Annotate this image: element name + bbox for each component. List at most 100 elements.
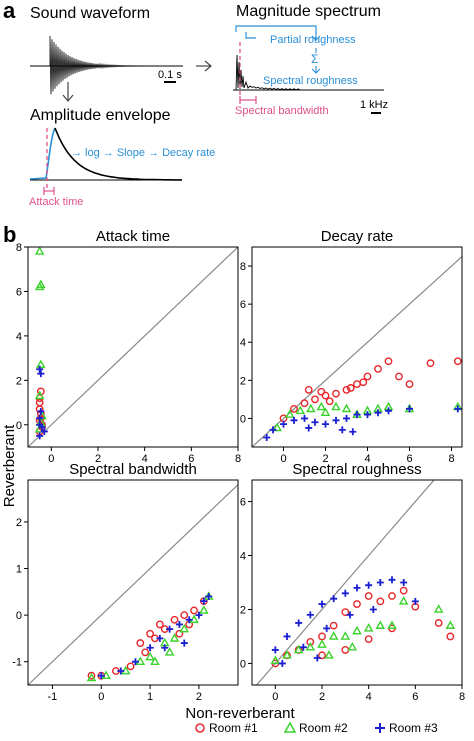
data-point (324, 650, 334, 659)
data-point (166, 625, 174, 633)
y-tick-label: 2 (16, 375, 22, 387)
data-point (97, 672, 105, 680)
data-point (37, 407, 45, 415)
spectrum-trace (233, 54, 385, 91)
attack-time-label: Attack time (29, 196, 83, 208)
plot-title: Decay rate (321, 228, 394, 245)
envelope-rise (29, 127, 56, 180)
data-point (86, 672, 97, 682)
data-point (299, 643, 307, 651)
legend-item-room-3: Room #3 (375, 721, 438, 735)
data-point (117, 667, 125, 675)
data-point (387, 620, 397, 629)
data-point (375, 620, 386, 629)
data-point (285, 409, 295, 418)
data-point (398, 596, 409, 605)
identity-line (27, 484, 239, 686)
data-point (34, 390, 45, 400)
plot-frame (27, 479, 239, 686)
data-point (353, 600, 361, 608)
plot-decay-rate: Decay rate 0 2 4 6 8 0 2 4 6 8 (240, 228, 463, 465)
data-point (341, 608, 350, 617)
data-point (332, 389, 340, 398)
data-point (283, 632, 291, 640)
data-point (305, 424, 313, 432)
data-point (35, 405, 44, 414)
data-point (136, 639, 145, 647)
x-tick-label: 2 (196, 691, 202, 703)
panel-a: a Sound waveform 0.1 s Magnitude spectru… (3, 0, 388, 208)
data-point (353, 411, 361, 419)
data-point (349, 428, 357, 436)
data-point (170, 615, 179, 624)
data-point (156, 634, 164, 642)
data-point (141, 648, 150, 657)
y-tick-label: 2 (240, 375, 246, 387)
plot-frame (251, 479, 463, 686)
series-room-1 (271, 586, 455, 668)
spectrum-title: Magnitude spectrum (236, 3, 381, 20)
plot-spectral-bandwidth: Spectral bandwidth -1 0 1 2 -1 0 1 2 (12, 461, 239, 703)
data-point (301, 414, 308, 422)
x-tick-label: 6 (188, 453, 194, 465)
spectral-bandwidth-label: Spectral bandwidth (235, 105, 329, 117)
legend-marker (375, 723, 385, 733)
data-point (126, 662, 135, 671)
legend: Room #1 Room #2 Room #3 (195, 721, 438, 735)
partial-roughness-label: Partial roughness (270, 34, 356, 46)
data-point (306, 637, 315, 646)
y-tick-label: -1 (12, 657, 22, 669)
data-point (180, 639, 188, 647)
data-point (145, 651, 155, 661)
legend-label: Room #1 (209, 721, 258, 735)
plot-frame (251, 246, 463, 448)
series-room-3 (271, 576, 419, 667)
data-point (175, 620, 183, 628)
plot-title: Spectral roughness (292, 461, 421, 478)
y-tick-label: 2 (16, 517, 22, 529)
data-point (405, 380, 414, 389)
data-point (338, 426, 346, 434)
x-tick-label: 2 (322, 453, 328, 465)
data-point (347, 642, 358, 651)
data-point (169, 633, 180, 642)
data-point (346, 611, 354, 619)
data-point (395, 372, 403, 381)
data-point (352, 625, 362, 635)
y-tick-label: 0 (240, 658, 246, 670)
data-point (306, 611, 314, 619)
data-point (384, 357, 393, 366)
envelope-title: Amplitude envelope (30, 107, 171, 124)
data-point (446, 632, 455, 641)
data-point (328, 631, 339, 640)
waveform-scale-label: 0.1 s (158, 69, 182, 81)
data-point (346, 384, 355, 392)
sigma-arrow-icon (311, 48, 321, 74)
data-point (293, 644, 304, 654)
y-tick-label: 4 (240, 337, 246, 349)
data-point (445, 620, 456, 629)
panel-b: b Reverberant Non-reverberant Attack tim… (1, 222, 465, 735)
sigma-symbol: Σ (311, 52, 318, 66)
series-room-3 (263, 405, 462, 441)
y-tick-label: 4 (240, 551, 246, 563)
arrow-right-icon (196, 60, 212, 72)
plot-title: Spectral bandwidth (69, 461, 197, 478)
y-tick-label: 8 (16, 242, 22, 254)
data-point (343, 414, 350, 422)
data-point (280, 420, 287, 428)
y-tick-label: 2 (240, 604, 246, 616)
x-tick-label: 8 (235, 453, 241, 465)
x-tick-label: 2 (95, 453, 101, 465)
data-point (318, 651, 326, 660)
data-point (317, 387, 326, 396)
y-tick-label: 0 (240, 413, 246, 425)
data-point (34, 281, 45, 291)
x-tick-label: 0 (280, 453, 286, 465)
identity-line (256, 479, 435, 686)
data-point (150, 656, 160, 666)
data-point (161, 644, 169, 652)
plot-attack-time: Attack time 0 2 4 6 8 0 2 4 6 8 (16, 228, 241, 465)
data-point (331, 401, 341, 411)
data-point (295, 405, 306, 415)
